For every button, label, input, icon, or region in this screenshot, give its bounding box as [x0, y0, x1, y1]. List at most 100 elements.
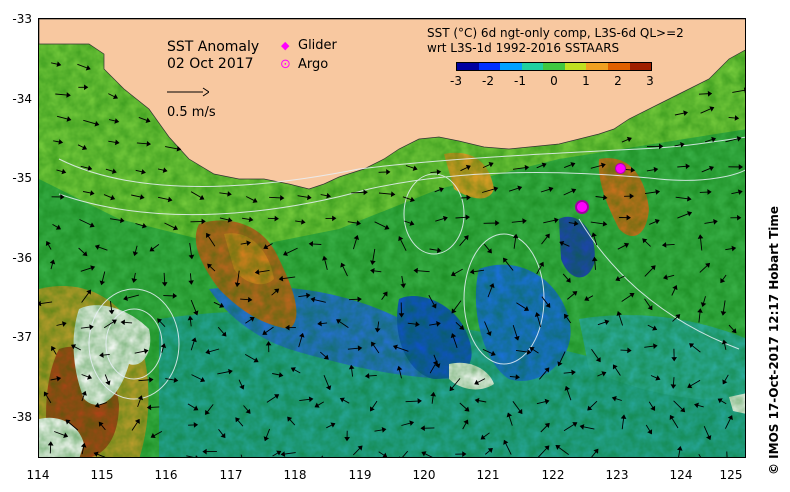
- current-vector-head: [357, 445, 363, 451]
- y-tick: -34: [12, 92, 32, 106]
- current-vector-head: [697, 308, 703, 313]
- current-vector-head: [188, 254, 195, 260]
- current-vector-head: [80, 442, 87, 448]
- current-vector-head: [193, 405, 199, 411]
- current-vector-head: [612, 364, 618, 370]
- current-vector-head: [713, 219, 718, 225]
- current-vector-head: [462, 451, 467, 457]
- product-line-1: SST (°C) 6d ngt-only comp, L3S-6d QL>=2: [427, 26, 684, 40]
- current-vector-head: [611, 396, 617, 402]
- current-vector-head: [709, 106, 715, 112]
- glider-legend-marker: ◆: [281, 39, 290, 52]
- current-vector-head: [545, 302, 551, 308]
- current-vector-head: [650, 405, 656, 411]
- current-vector-head: [436, 247, 442, 254]
- current-vector-head: [287, 416, 293, 422]
- current-vector: [726, 451, 728, 457]
- current-vector-head: [56, 61, 62, 67]
- current-vector-head: [438, 187, 444, 193]
- current-vector: [186, 455, 194, 457]
- current-vector-head: [66, 116, 72, 122]
- argo-float-position[interactable]: [575, 200, 589, 214]
- colorbar-tick: 1: [582, 74, 590, 88]
- current-vector-head: [615, 276, 621, 282]
- current-vector-head: [647, 305, 653, 311]
- current-vector-head: [669, 414, 675, 421]
- current-vector-head: [421, 451, 427, 457]
- current-vector-head: [265, 341, 272, 346]
- y-tick: -36: [12, 251, 32, 265]
- current-vector-head: [111, 168, 117, 174]
- current-vector-head: [141, 169, 146, 175]
- imos-credit: © IMOS 17-Oct-2017 12:17 Hobart Time: [767, 205, 781, 475]
- current-vector-head: [193, 310, 199, 316]
- current-vector-head: [56, 375, 62, 382]
- current-vector-head: [99, 280, 106, 286]
- colorbar-segment: [457, 63, 479, 70]
- x-tick: 120: [412, 468, 436, 482]
- current-vector-head: [685, 163, 690, 170]
- current-vector-head: [720, 278, 726, 284]
- current-vector-head: [538, 261, 544, 267]
- glider-position[interactable]: [615, 163, 626, 174]
- current-vector-head: [45, 241, 51, 246]
- current-vector-head: [248, 216, 254, 223]
- current-vector-head: [601, 371, 607, 377]
- argo-legend-label: Argo: [298, 57, 329, 72]
- current-vector: [647, 456, 648, 457]
- current-vector-head: [474, 379, 480, 385]
- current-vector-head: [120, 217, 125, 224]
- current-vector-head: [571, 188, 577, 194]
- current-vector-head: [193, 422, 199, 428]
- current-vector-head: [687, 195, 692, 202]
- current-vector-head: [348, 364, 355, 370]
- current-vector-head: [449, 385, 455, 392]
- current-vector-head: [105, 380, 111, 386]
- current-vector-head: [353, 235, 360, 240]
- current-vector-head: [81, 390, 87, 396]
- current-vector-head: [502, 257, 508, 263]
- sst-anomaly-map[interactable]: SST Anomaly 02 Oct 2017 0.5 m/s ◆ Glider…: [38, 18, 746, 458]
- y-tick: -35: [12, 171, 32, 185]
- current-vector-head: [487, 447, 493, 453]
- current-vector-head: [683, 110, 688, 116]
- current-vector-head: [143, 348, 149, 355]
- current-vector-head: [357, 296, 362, 303]
- current-vector-head: [285, 324, 290, 331]
- current-vector-head: [415, 321, 420, 327]
- current-vector-head: [310, 296, 316, 303]
- australia-coastline: [39, 19, 745, 190]
- current-vector-head: [480, 434, 486, 440]
- current-vector-head: [555, 445, 561, 450]
- current-vector-head: [680, 407, 686, 413]
- x-tick: 119: [348, 468, 372, 482]
- current-vector-head: [570, 162, 576, 168]
- current-vector-head: [94, 402, 100, 408]
- current-vector-head: [221, 331, 227, 337]
- current-vector-head: [655, 375, 661, 381]
- glider-legend-label: Glider: [298, 38, 337, 53]
- current-vector-head: [572, 422, 578, 427]
- current-vector-head: [420, 425, 425, 432]
- current-vector-head: [49, 259, 56, 265]
- current-vector-head: [398, 236, 404, 242]
- current-vector-head: [364, 373, 370, 379]
- current-vector-head: [108, 309, 115, 315]
- current-vector-head: [131, 278, 138, 283]
- current-vector-head: [60, 194, 65, 200]
- current-vector-head: [206, 232, 211, 239]
- current-vector-head: [51, 346, 56, 352]
- current-vector-head: [134, 418, 140, 424]
- current-vector-head: [517, 185, 523, 191]
- current-vector-head: [686, 211, 693, 217]
- current-vector-head: [336, 319, 342, 325]
- current-vector-head: [148, 377, 154, 383]
- current-vector-head: [239, 384, 245, 390]
- current-vector-head: [371, 341, 376, 347]
- x-tick: 121: [476, 468, 500, 482]
- current-vector-head: [488, 162, 494, 168]
- current-vector-head: [146, 141, 152, 147]
- current-vector-head: [227, 217, 233, 223]
- current-vector-head: [94, 120, 100, 127]
- current-vector-head: [63, 432, 69, 438]
